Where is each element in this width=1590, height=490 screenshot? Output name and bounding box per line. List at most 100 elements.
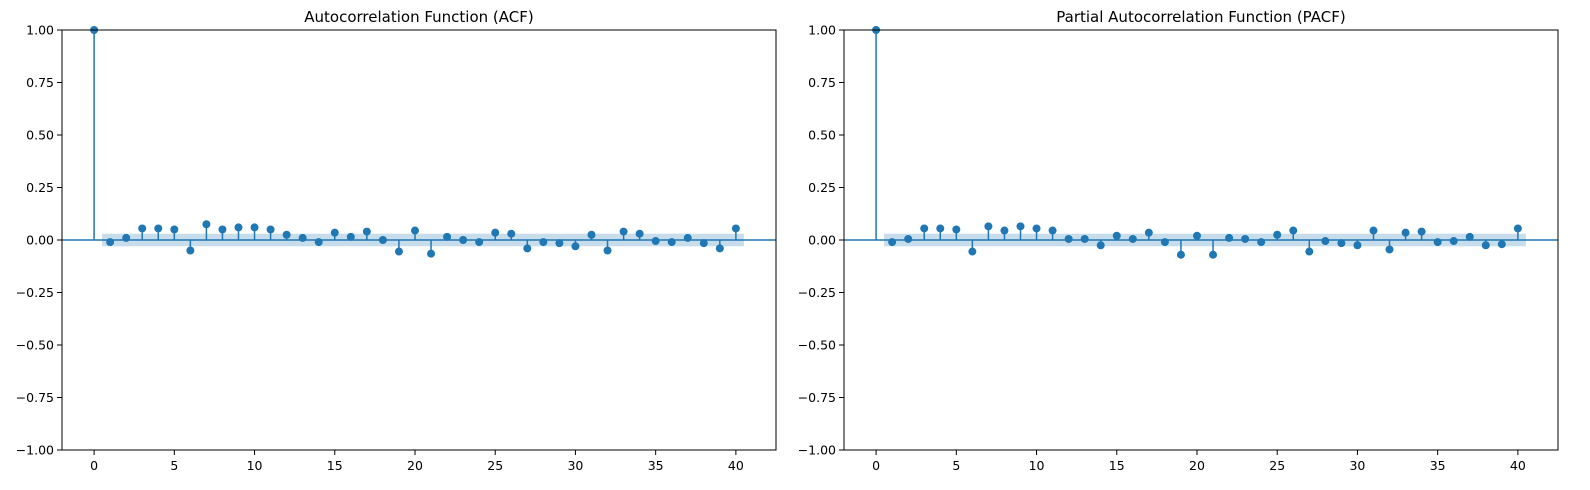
acf-marker-lag-38: [699, 239, 708, 248]
acf-ytick-label: −0.50: [16, 338, 54, 353]
acf-marker-lag-11: [266, 225, 275, 234]
acf-marker-lag-40: [731, 224, 740, 233]
pacf-xtick-label: 40: [1510, 458, 1526, 473]
pacf-ytick-label: −1.00: [798, 443, 836, 458]
pacf-marker-lag-34: [1417, 227, 1426, 236]
acf-marker-lag-16: [346, 232, 355, 241]
acf-ytick-label: 0.00: [26, 233, 54, 248]
acf-marker-lag-39: [715, 244, 724, 253]
pacf-marker-lag-9: [1016, 222, 1025, 231]
acf-marker-lag-3: [138, 224, 147, 233]
pacf-title: Partial Autocorrelation Function (PACF): [1056, 8, 1345, 26]
pacf-marker-lag-12: [1064, 234, 1073, 243]
pacf-marker-lag-10: [1032, 224, 1041, 233]
pacf-xtick-label: 15: [1109, 458, 1125, 473]
acf-marker-lag-21: [427, 249, 436, 258]
acf-xtick-label: 25: [487, 458, 503, 473]
acf-marker-lag-18: [378, 236, 387, 244]
pacf-marker-lag-32: [1385, 245, 1394, 254]
pacf-marker-lag-21: [1209, 250, 1218, 259]
pacf-marker-lag-30: [1353, 241, 1362, 250]
pacf-ytick-label: 0.75: [808, 75, 836, 90]
acf-xtick-label: 35: [648, 458, 664, 473]
pacf-marker-lag-6: [968, 247, 977, 256]
pacf-marker-lag-1: [888, 238, 897, 247]
acf-marker-lag-23: [459, 236, 468, 244]
acf-marker-lag-20: [410, 226, 419, 235]
acf-marker-lag-1: [106, 238, 115, 247]
acf-xtick-label: 10: [247, 458, 263, 473]
pacf-marker-lag-11: [1048, 226, 1057, 235]
pacf-marker-lag-16: [1128, 234, 1137, 243]
acf-marker-lag-9: [234, 223, 243, 232]
acf-xtick-label: 0: [90, 458, 98, 473]
acf-ytick-label: 0.75: [26, 75, 54, 90]
acf-ytick-label: 0.25: [26, 180, 54, 195]
acf-marker-lag-34: [635, 229, 644, 238]
acf-marker-lag-5: [170, 225, 179, 234]
acf-marker-lag-32: [603, 246, 612, 255]
acf-xtick-label: 5: [170, 458, 178, 473]
pacf-ytick-label: 0.50: [808, 128, 836, 143]
acf-marker-lag-2: [122, 233, 131, 242]
pacf-marker-lag-36: [1449, 237, 1458, 246]
pacf-xtick-label: 5: [952, 458, 960, 473]
pacf-xtick-label: 0: [872, 458, 880, 473]
pacf-marker-lag-17: [1144, 228, 1153, 237]
acf-xtick-label: 15: [327, 458, 343, 473]
acf-marker-lag-13: [298, 233, 307, 242]
pacf-marker-lag-22: [1225, 233, 1234, 242]
acf-marker-lag-17: [362, 227, 371, 236]
acf-panel: Autocorrelation Function (ACF) −1.00 −0.7…: [16, 8, 777, 473]
acf-marker-lag-29: [555, 239, 564, 248]
pacf-xtick-label: 10: [1029, 458, 1045, 473]
pacf-ytick-label: 0.25: [808, 180, 836, 195]
acf-marker-lag-27: [523, 244, 532, 253]
pacf-marker-lag-13: [1080, 234, 1089, 243]
pacf-xtick-label: 25: [1269, 458, 1285, 473]
pacf-marker-lag-8: [1000, 226, 1009, 235]
acf-marker-lag-37: [683, 233, 692, 242]
pacf-ytick-label: −0.50: [798, 338, 836, 353]
acf-marker-lag-36: [667, 238, 676, 247]
pacf-marker-lag-2: [904, 234, 913, 243]
acf-marker-lag-26: [507, 229, 516, 238]
pacf-marker-lag-23: [1241, 234, 1250, 243]
pacf-marker-lag-35: [1433, 238, 1442, 247]
pacf-marker-lag-18: [1160, 238, 1169, 247]
pacf-panel: Partial Autocorrelation Function (PACF) …: [798, 8, 1559, 473]
acf-ytick-label: 1.00: [26, 23, 54, 38]
acf-marker-lag-14: [314, 238, 323, 247]
acf-ytick-label: −1.00: [16, 443, 54, 458]
pacf-marker-lag-33: [1401, 228, 1410, 237]
acf-marker-lag-19: [394, 247, 403, 256]
acf-marker-lag-31: [587, 230, 596, 239]
pacf-ytick-label: −0.25: [798, 285, 836, 300]
pacf-marker-lag-39: [1497, 240, 1506, 249]
pacf-ytick-label: −0.75: [798, 390, 836, 405]
pacf-marker-lag-28: [1321, 237, 1330, 246]
acf-marker-lag-7: [202, 220, 211, 229]
pacf-marker-lag-31: [1369, 226, 1378, 235]
acf-xtick-label: 20: [407, 458, 423, 473]
pacf-marker-lag-5: [952, 225, 961, 234]
acf-marker-lag-22: [443, 232, 452, 241]
acf-marker-lag-8: [218, 225, 227, 234]
acf-title: Autocorrelation Function (ACF): [304, 8, 533, 26]
pacf-marker-lag-15: [1112, 231, 1121, 240]
pacf-marker-lag-37: [1465, 232, 1474, 241]
acf-xtick-label: 30: [567, 458, 583, 473]
acf-ytick-label: 0.50: [26, 128, 54, 143]
acf-marker-lag-28: [539, 238, 548, 247]
pacf-marker-lag-27: [1305, 247, 1314, 256]
pacf-ytick-label: 1.00: [808, 23, 836, 38]
acf-xtick-label: 40: [728, 458, 744, 473]
pacf-marker-lag-24: [1257, 238, 1266, 247]
pacf-xtick-label: 30: [1349, 458, 1365, 473]
pacf-xtick-label: 35: [1430, 458, 1446, 473]
acf-marker-lag-30: [571, 242, 580, 251]
pacf-marker-lag-7: [984, 222, 993, 231]
pacf-marker-lag-40: [1513, 224, 1522, 233]
pacf-marker-lag-29: [1337, 239, 1346, 248]
